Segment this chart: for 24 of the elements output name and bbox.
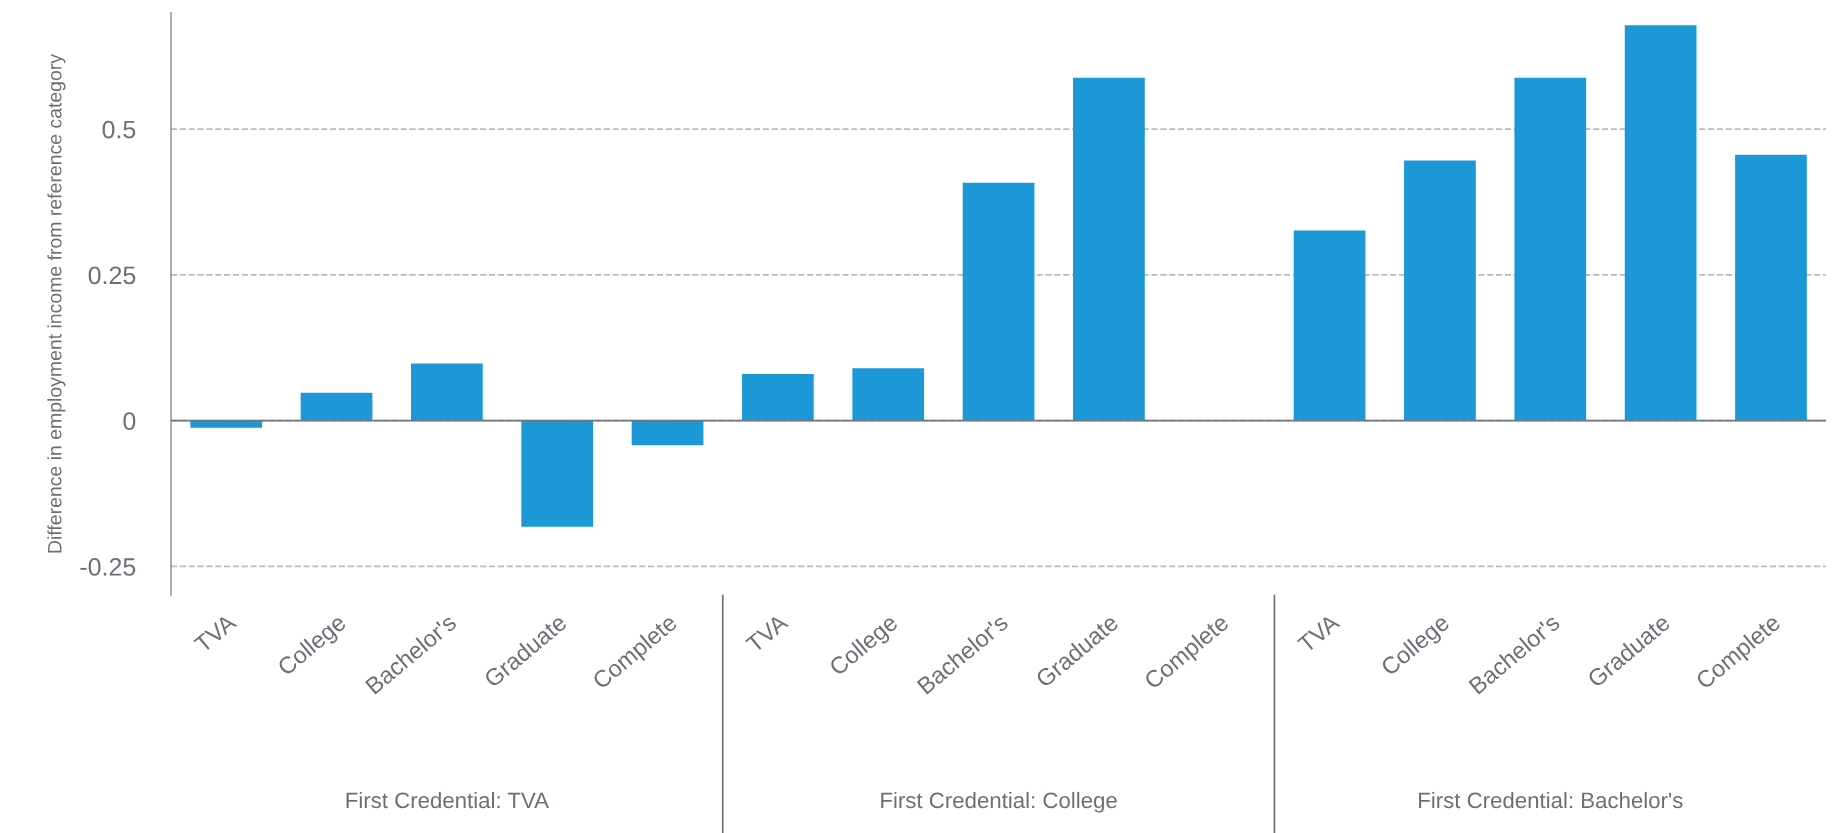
x-tick-label: TVA	[193, 612, 238, 654]
text: First Credential: Bachelor's	[1419, 791, 1683, 809]
bar	[1624, 25, 1697, 421]
x-tick-label: TVA	[1296, 612, 1341, 654]
x-tick-label: TVA	[745, 612, 789, 654]
text: First Credential: College	[881, 791, 1117, 813]
bar	[1293, 230, 1366, 421]
bar	[1073, 77, 1145, 421]
bar	[852, 368, 925, 421]
y-tick-label: -0.25	[80, 558, 136, 576]
bar	[962, 182, 1035, 421]
y-axis-title: Difference in employment income from reference category	[47, 54, 66, 553]
bar	[1735, 154, 1807, 421]
bar	[411, 363, 483, 421]
bar	[300, 392, 373, 421]
bar	[521, 420, 594, 527]
bar	[1514, 77, 1587, 421]
bar	[1404, 160, 1476, 421]
bar	[631, 420, 704, 446]
text: First Credential: TVA	[346, 791, 549, 809]
y-tick-label: 0.25	[88, 266, 136, 285]
y-tick-label: 0.5	[102, 120, 136, 139]
y-tick-label: 0	[123, 412, 136, 430]
bar	[742, 374, 814, 421]
